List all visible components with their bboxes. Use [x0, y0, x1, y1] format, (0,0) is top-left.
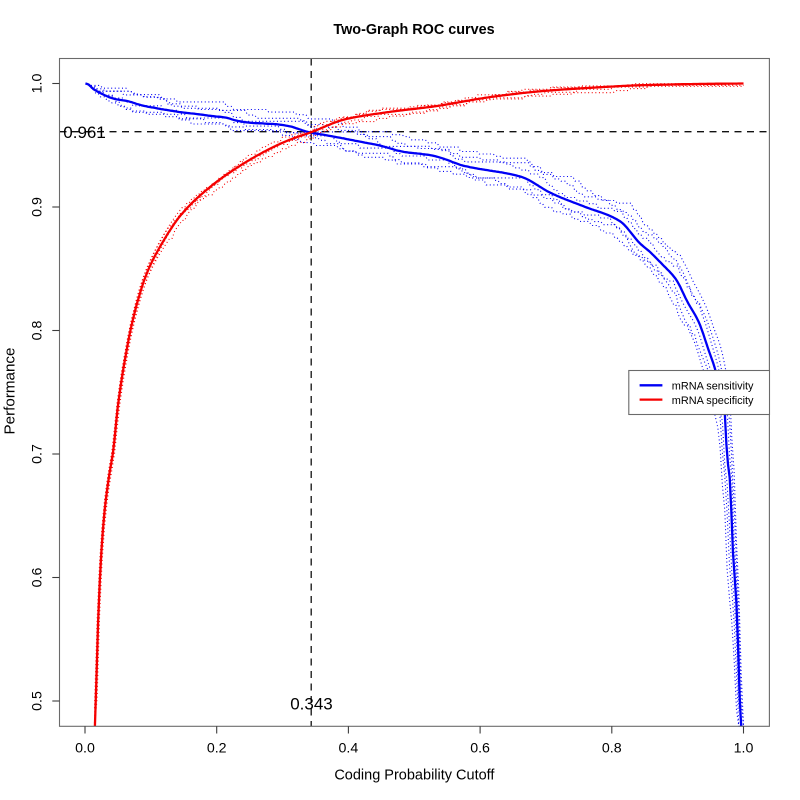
svg-text:0.7: 0.7 — [30, 444, 46, 464]
svg-text:0.9: 0.9 — [30, 197, 46, 217]
svg-text:0.343: 0.343 — [290, 694, 333, 713]
svg-text:0.4: 0.4 — [339, 741, 359, 757]
svg-text:0.8: 0.8 — [602, 741, 622, 757]
svg-text:0.5: 0.5 — [30, 691, 46, 711]
svg-text:0.6: 0.6 — [470, 741, 490, 757]
svg-text:mRNA specificity: mRNA specificity — [672, 395, 754, 407]
svg-text:Coding Probability Cutoff: Coding Probability Cutoff — [334, 768, 495, 784]
svg-text:0.0: 0.0 — [75, 741, 95, 757]
svg-text:0.8: 0.8 — [30, 321, 46, 341]
svg-text:0.961: 0.961 — [63, 123, 106, 142]
svg-text:mRNA sensitivity: mRNA sensitivity — [672, 381, 754, 393]
svg-text:1.0: 1.0 — [30, 74, 46, 94]
svg-text:1.0: 1.0 — [734, 741, 754, 757]
svg-text:Two-Graph ROC curves: Two-Graph ROC curves — [333, 22, 494, 38]
svg-text:0.6: 0.6 — [30, 568, 46, 588]
svg-text:Performance: Performance — [2, 348, 19, 435]
svg-text:0.2: 0.2 — [207, 741, 227, 757]
